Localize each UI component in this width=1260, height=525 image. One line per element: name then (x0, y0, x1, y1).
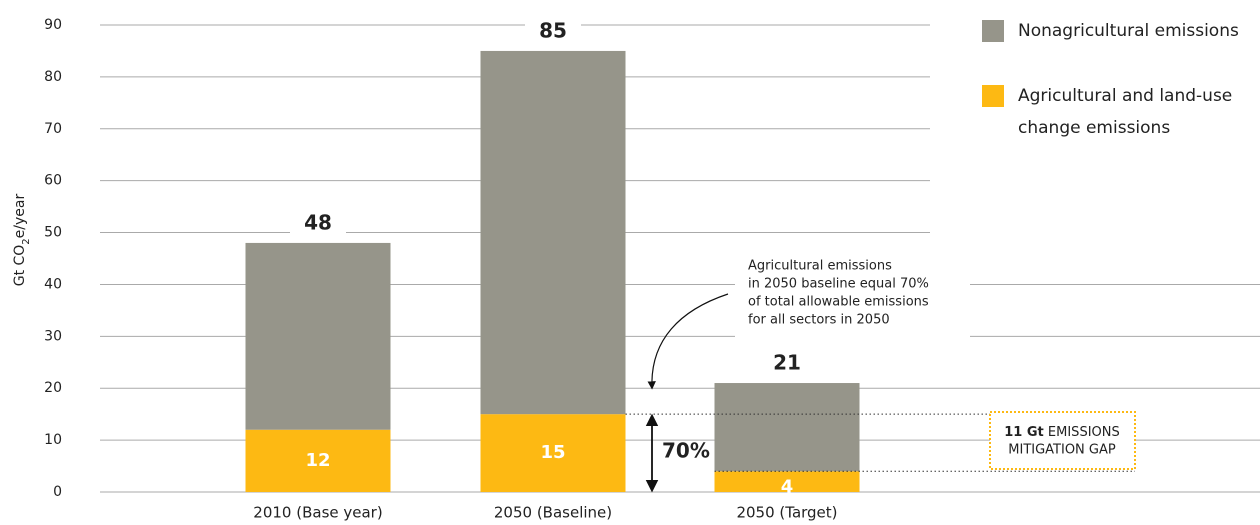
total-label: 85 (539, 18, 567, 42)
gap-amount: 11 Gt (1004, 425, 1044, 440)
total-bg (525, 18, 581, 43)
y-axis-label: Gt CO2e/year (12, 193, 32, 286)
gap-text: 11 Gt EMISSIONS (1004, 425, 1119, 440)
x-tick-label: 2050 (Baseline) (494, 504, 612, 522)
y-tick-label: 70 (44, 121, 62, 137)
bar-segment (480, 414, 626, 492)
y-tick-label: 10 (44, 432, 62, 448)
segment-label: 12 (305, 450, 330, 471)
note-text: of total allowable emissions (748, 295, 929, 310)
bar-segment (245, 242, 391, 430)
total-bg (759, 351, 815, 376)
share-label: 70% (662, 439, 710, 463)
legend-label: Agricultural and land-use change emissio… (1018, 86, 1233, 138)
gap-box (989, 411, 1136, 470)
segment-label: 15 (540, 442, 565, 463)
total-label: 48 (304, 210, 332, 234)
gap-text: MITIGATION GAP (1008, 443, 1116, 458)
bar-segment (714, 471, 860, 492)
bar-segment (245, 429, 391, 492)
x-tick-label: 2010 (Base year) (253, 504, 382, 522)
y-tick-label: 60 (44, 173, 62, 189)
legend-item: Agricultural and land-use change emissio… (1018, 86, 1233, 138)
bar-segment (480, 50, 626, 415)
y-tick-label: 80 (44, 69, 62, 85)
total-bg (290, 210, 346, 235)
y-tick-label: 20 (44, 380, 62, 396)
legend-item: Nonagricultural emissions (1018, 21, 1239, 41)
total-label: 21 (773, 351, 801, 375)
y-tick-label: 50 (44, 225, 62, 241)
x-tick-label: 2050 (Target) (736, 504, 837, 522)
note-text: for all sectors in 2050 (748, 313, 890, 328)
segment-label: 4 (781, 477, 794, 498)
legend-swatch (982, 85, 1004, 107)
y-tick-label: 30 (44, 328, 62, 344)
bar-segment (714, 383, 860, 472)
y-tick-label: 40 (44, 276, 62, 292)
note-arrow (647, 293, 729, 390)
note-bg (735, 252, 970, 338)
y-tick-label: 90 (44, 17, 62, 33)
note-text: Agricultural emissions (748, 259, 892, 274)
legend-label: Nonagricultural emissions (1018, 21, 1239, 41)
legend-swatch (982, 20, 1004, 42)
gap-word: EMISSIONS (1048, 425, 1120, 440)
y-tick-label: 0 (53, 484, 62, 500)
note-text: in 2050 baseline equal 70% (748, 277, 929, 292)
